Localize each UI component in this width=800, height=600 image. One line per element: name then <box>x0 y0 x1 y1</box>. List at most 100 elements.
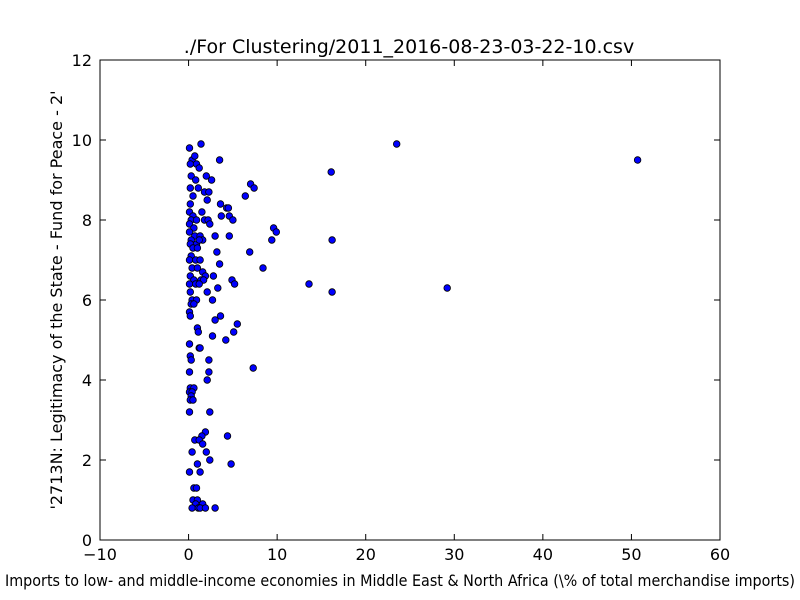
data-point <box>213 248 221 256</box>
data-point <box>202 448 210 456</box>
x-tick-label: 60 <box>710 545 730 564</box>
data-point <box>186 200 194 208</box>
data-point <box>205 368 213 376</box>
data-point <box>225 232 233 240</box>
data-point <box>185 340 194 348</box>
data-point <box>191 152 199 160</box>
data-point <box>211 232 219 240</box>
data-point <box>208 296 217 304</box>
data-point <box>328 288 336 296</box>
data-point <box>185 144 194 152</box>
data-point <box>191 176 200 184</box>
y-tick-label: 8 <box>82 211 92 230</box>
data-point <box>224 204 233 212</box>
data-point <box>216 200 225 208</box>
data-point <box>206 220 214 228</box>
data-point <box>186 184 194 192</box>
data-point <box>223 432 232 440</box>
data-point <box>443 284 451 292</box>
data-point <box>327 168 335 176</box>
data-point <box>189 396 197 404</box>
data-point <box>188 448 196 456</box>
y-tick-label: 0 <box>82 531 92 550</box>
data-point <box>190 300 198 308</box>
x-axis-label: Imports to low- and middle-income econom… <box>5 571 795 590</box>
data-point <box>272 228 280 236</box>
y-tick-label: 6 <box>82 291 92 310</box>
data-point <box>215 260 224 268</box>
data-point <box>227 460 235 468</box>
data-point <box>205 356 213 364</box>
data-point <box>209 272 218 280</box>
data-point <box>196 468 204 476</box>
data-point <box>305 280 313 288</box>
data-point <box>203 196 211 204</box>
data-point <box>393 140 401 148</box>
chart-title: ./For Clustering/2011_2016-08-23-03-22-1… <box>184 36 634 58</box>
data-point <box>229 216 237 224</box>
x-tick-label: 30 <box>444 545 464 564</box>
data-point <box>194 184 202 192</box>
data-point <box>206 408 214 416</box>
data-point <box>211 504 219 512</box>
data-point <box>214 284 222 292</box>
data-point <box>203 376 211 384</box>
data-point <box>230 280 239 288</box>
data-point <box>186 288 194 296</box>
plot-frame <box>99 59 721 541</box>
data-point <box>198 440 207 448</box>
data-point <box>196 344 204 352</box>
x-tick-label: 10 <box>267 545 287 564</box>
data-point <box>229 328 238 336</box>
x-tick-label: 20 <box>356 545 376 564</box>
data-point <box>186 312 194 320</box>
data-point <box>185 228 194 236</box>
data-point <box>185 408 194 416</box>
data-point <box>195 236 203 244</box>
data-point <box>249 364 257 372</box>
data-point <box>187 356 195 364</box>
data-point <box>215 156 224 164</box>
data-point <box>222 336 230 344</box>
data-point <box>185 256 194 264</box>
data-point <box>268 236 276 244</box>
data-point <box>186 160 194 168</box>
data-point <box>195 164 203 172</box>
data-point <box>197 140 205 148</box>
data-point <box>633 156 642 164</box>
data-point <box>203 288 211 296</box>
y-tick-label: 2 <box>82 451 92 470</box>
data-point <box>198 208 206 216</box>
y-tick-label: 4 <box>82 371 92 390</box>
data-point <box>193 460 202 468</box>
data-point <box>241 192 249 200</box>
data-point <box>192 484 201 492</box>
data-point <box>196 256 204 264</box>
x-tick-label: −10 <box>83 545 117 564</box>
x-tick-label: 0 <box>183 545 193 564</box>
data-point <box>185 468 194 476</box>
data-point <box>188 504 196 512</box>
data-point <box>328 236 336 244</box>
data-point <box>207 176 216 184</box>
data-point <box>202 172 210 180</box>
x-tick-label: 40 <box>533 545 553 564</box>
y-tick-label: 12 <box>72 51 92 70</box>
data-point <box>245 248 254 256</box>
data-point <box>193 264 202 272</box>
data-point <box>201 504 210 512</box>
data-point <box>259 264 267 272</box>
x-tick-label: 50 <box>621 545 641 564</box>
data-point <box>195 280 203 288</box>
data-point <box>189 192 197 200</box>
data-point <box>208 332 217 340</box>
data-point <box>185 368 194 376</box>
data-point <box>211 316 219 324</box>
data-point <box>250 184 258 192</box>
data-point <box>206 456 214 464</box>
data-point <box>217 212 225 220</box>
y-axis-label: '2713N: Legitimacy of the State - Fund f… <box>47 90 66 509</box>
data-point <box>192 216 201 224</box>
